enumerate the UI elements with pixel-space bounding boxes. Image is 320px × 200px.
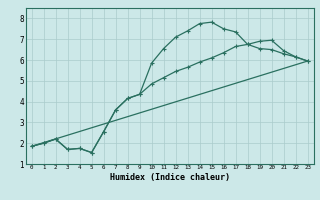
X-axis label: Humidex (Indice chaleur): Humidex (Indice chaleur) [109,173,230,182]
